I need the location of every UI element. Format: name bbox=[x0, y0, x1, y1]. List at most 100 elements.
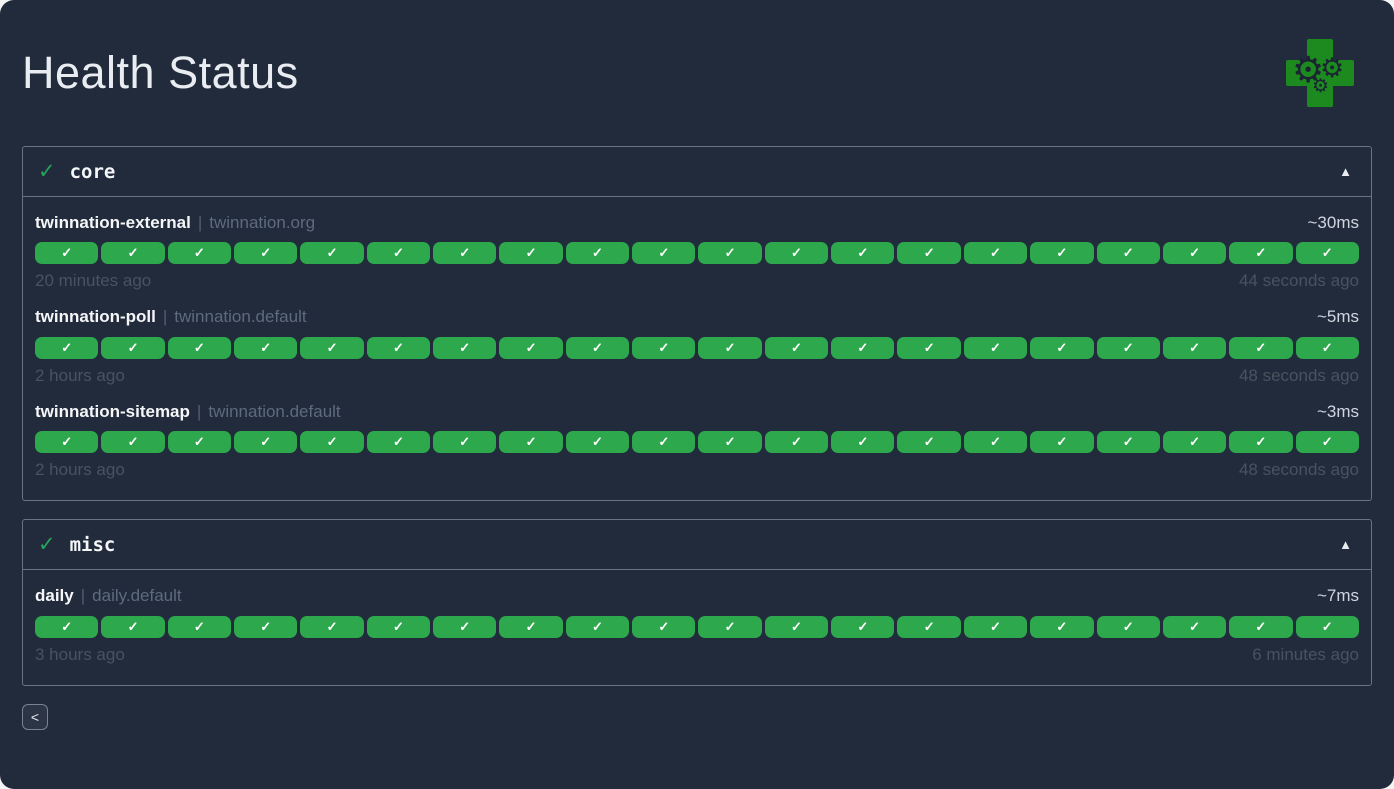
collapse-arrow-icon[interactable]: ▲ bbox=[1339, 537, 1352, 553]
health-check-segment[interactable]: ✓ bbox=[1030, 431, 1094, 454]
endpoint-name-link[interactable]: twinnation-sitemap bbox=[35, 401, 190, 421]
health-check-segment[interactable]: ✓ bbox=[300, 615, 364, 638]
check-icon: ✓ bbox=[791, 245, 802, 261]
health-check-segment[interactable]: ✓ bbox=[234, 336, 298, 359]
health-check-segment[interactable]: ✓ bbox=[35, 431, 99, 454]
health-check-segment[interactable]: ✓ bbox=[1096, 242, 1160, 265]
health-check-segment[interactable]: ✓ bbox=[366, 431, 431, 454]
health-check-segment[interactable]: ✓ bbox=[366, 615, 431, 638]
health-check-segment[interactable]: ✓ bbox=[35, 615, 99, 638]
oldest-result-timestamp: 3 hours ago bbox=[35, 644, 125, 664]
health-check-segment[interactable]: ✓ bbox=[764, 431, 829, 454]
health-check-segment[interactable]: ✓ bbox=[831, 431, 895, 454]
health-check-segment[interactable]: ✓ bbox=[1096, 615, 1160, 638]
health-check-segment[interactable]: ✓ bbox=[1229, 336, 1293, 359]
health-check-segment[interactable]: ✓ bbox=[35, 242, 99, 265]
health-check-segment[interactable]: ✓ bbox=[897, 431, 961, 454]
health-check-segment[interactable]: ✓ bbox=[831, 242, 895, 265]
health-check-segment[interactable]: ✓ bbox=[1030, 336, 1094, 359]
health-check-segment[interactable]: ✓ bbox=[1229, 615, 1293, 638]
check-icon: ✓ bbox=[990, 434, 1001, 450]
health-check-segment[interactable]: ✓ bbox=[1229, 242, 1293, 265]
health-check-segment[interactable]: ✓ bbox=[234, 431, 298, 454]
health-check-segment[interactable]: ✓ bbox=[897, 615, 961, 638]
health-check-segment[interactable]: ✓ bbox=[963, 615, 1028, 638]
oldest-result-timestamp: 2 hours ago bbox=[35, 460, 125, 480]
health-check-segment[interactable]: ✓ bbox=[101, 431, 165, 454]
group-header[interactable]: ✓ core ▲ bbox=[23, 147, 1371, 197]
health-check-segment[interactable]: ✓ bbox=[897, 242, 961, 265]
health-check-segment[interactable]: ✓ bbox=[35, 336, 99, 359]
collapse-arrow-icon[interactable]: ▲ bbox=[1339, 164, 1352, 179]
health-check-segment[interactable]: ✓ bbox=[632, 431, 696, 454]
health-check-segment[interactable]: ✓ bbox=[101, 242, 165, 265]
endpoint-separator: | bbox=[197, 213, 203, 232]
endpoint-name-link[interactable]: daily bbox=[35, 586, 74, 606]
health-check-segment[interactable]: ✓ bbox=[698, 336, 762, 359]
health-check-segment[interactable]: ✓ bbox=[1295, 336, 1359, 359]
health-check-segment[interactable]: ✓ bbox=[1030, 242, 1094, 265]
group-header[interactable]: ✓ misc ▲ bbox=[23, 520, 1371, 571]
health-check-segment[interactable]: ✓ bbox=[1295, 431, 1359, 454]
health-check-segment[interactable]: ✓ bbox=[499, 242, 563, 265]
health-check-segment[interactable]: ✓ bbox=[499, 431, 563, 454]
health-check-segment[interactable]: ✓ bbox=[433, 615, 497, 638]
health-check-segment[interactable]: ✓ bbox=[831, 615, 895, 638]
endpoint-name-link[interactable]: twinnation-external bbox=[35, 213, 191, 232]
health-check-segment[interactable]: ✓ bbox=[1030, 615, 1094, 638]
health-check-segment[interactable]: ✓ bbox=[698, 615, 762, 638]
health-check-segment[interactable]: ✓ bbox=[234, 615, 298, 638]
health-check-segment[interactable]: ✓ bbox=[300, 431, 364, 454]
endpoint-name-link[interactable]: twinnation-poll bbox=[35, 307, 156, 327]
health-check-segment[interactable]: ✓ bbox=[764, 336, 829, 359]
health-check-segment[interactable]: ✓ bbox=[963, 336, 1028, 359]
health-check-segment[interactable]: ✓ bbox=[1229, 431, 1293, 454]
gear-icon: ⚙ bbox=[1320, 53, 1345, 83]
health-check-segment[interactable]: ✓ bbox=[897, 336, 961, 359]
health-check-segment[interactable]: ✓ bbox=[167, 336, 232, 359]
health-check-segment[interactable]: ✓ bbox=[499, 615, 563, 638]
health-check-segment[interactable]: ✓ bbox=[963, 242, 1028, 265]
health-check-segment[interactable]: ✓ bbox=[698, 431, 762, 454]
health-check-segment[interactable]: ✓ bbox=[963, 431, 1028, 454]
health-check-segment[interactable]: ✓ bbox=[831, 336, 895, 359]
health-check-segment[interactable]: ✓ bbox=[433, 242, 497, 265]
health-check-segment[interactable]: ✓ bbox=[300, 336, 364, 359]
health-check-segment[interactable]: ✓ bbox=[698, 242, 762, 265]
health-check-segment[interactable]: ✓ bbox=[366, 336, 431, 359]
health-check-segment[interactable]: ✓ bbox=[101, 615, 165, 638]
health-check-segment[interactable]: ✓ bbox=[433, 431, 497, 454]
health-check-segment[interactable]: ✓ bbox=[167, 431, 232, 454]
health-check-segment[interactable]: ✓ bbox=[1162, 615, 1227, 638]
health-check-segment[interactable]: ✓ bbox=[565, 615, 630, 638]
health-check-segment[interactable]: ✓ bbox=[632, 336, 696, 359]
check-icon: ✓ bbox=[923, 434, 935, 450]
health-check-segment[interactable]: ✓ bbox=[565, 242, 630, 265]
health-check-segment[interactable]: ✓ bbox=[366, 242, 431, 265]
health-check-segment[interactable]: ✓ bbox=[1162, 336, 1227, 359]
health-check-segment[interactable]: ✓ bbox=[764, 242, 829, 265]
health-check-segment[interactable]: ✓ bbox=[1295, 615, 1359, 638]
health-check-segment[interactable]: ✓ bbox=[167, 615, 232, 638]
health-check-segment[interactable]: ✓ bbox=[1096, 336, 1160, 359]
health-check-segment[interactable]: ✓ bbox=[565, 431, 630, 454]
check-icon: ✓ bbox=[1321, 245, 1333, 261]
check-icon: ✓ bbox=[658, 245, 670, 261]
health-check-segment[interactable]: ✓ bbox=[1162, 431, 1227, 454]
check-icon: ✓ bbox=[1056, 245, 1068, 261]
health-check-segment[interactable]: ✓ bbox=[632, 615, 696, 638]
back-button[interactable]: < bbox=[22, 703, 48, 730]
health-check-segment[interactable]: ✓ bbox=[1162, 242, 1227, 265]
health-check-segment[interactable]: ✓ bbox=[101, 336, 165, 359]
health-check-segment[interactable]: ✓ bbox=[499, 336, 563, 359]
health-check-segment[interactable]: ✓ bbox=[632, 242, 696, 265]
health-check-segment[interactable]: ✓ bbox=[167, 242, 232, 265]
health-check-segment[interactable]: ✓ bbox=[234, 242, 298, 265]
health-check-segment[interactable]: ✓ bbox=[433, 336, 497, 359]
health-check-segment[interactable]: ✓ bbox=[565, 336, 630, 359]
health-check-segment[interactable]: ✓ bbox=[1096, 431, 1160, 454]
health-check-segment[interactable]: ✓ bbox=[764, 615, 829, 638]
health-check-segment[interactable]: ✓ bbox=[300, 242, 364, 265]
health-check-segment[interactable]: ✓ bbox=[1295, 242, 1359, 265]
check-icon: ✓ bbox=[61, 434, 73, 450]
